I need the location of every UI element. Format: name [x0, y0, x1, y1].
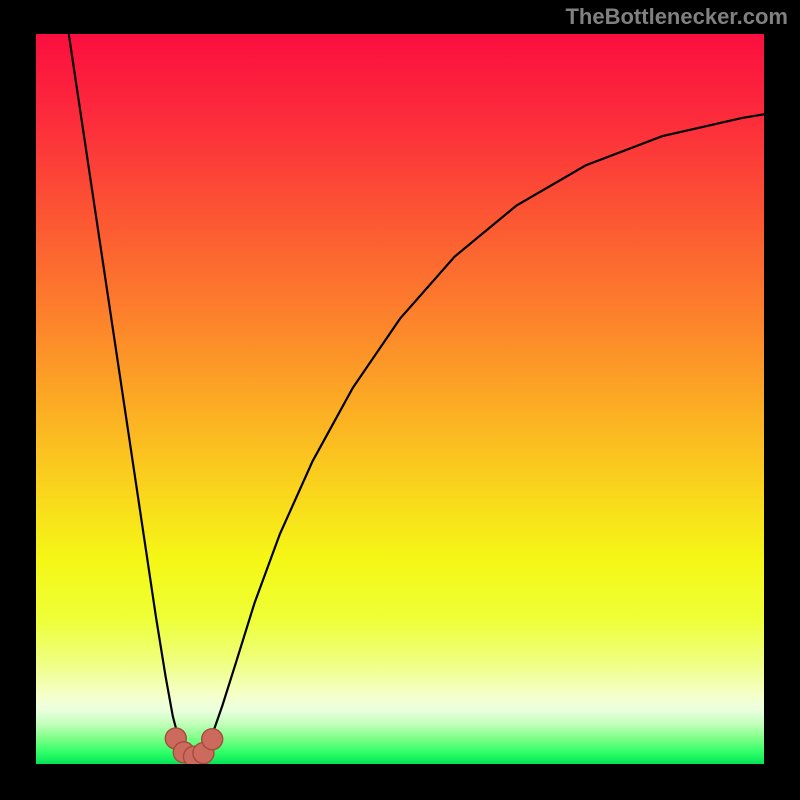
bottom-marker: [202, 729, 223, 750]
plot-area: [36, 34, 764, 764]
watermark-text: TheBottlenecker.com: [565, 4, 788, 30]
gradient-background: [36, 34, 764, 764]
plot-svg: [36, 34, 764, 764]
